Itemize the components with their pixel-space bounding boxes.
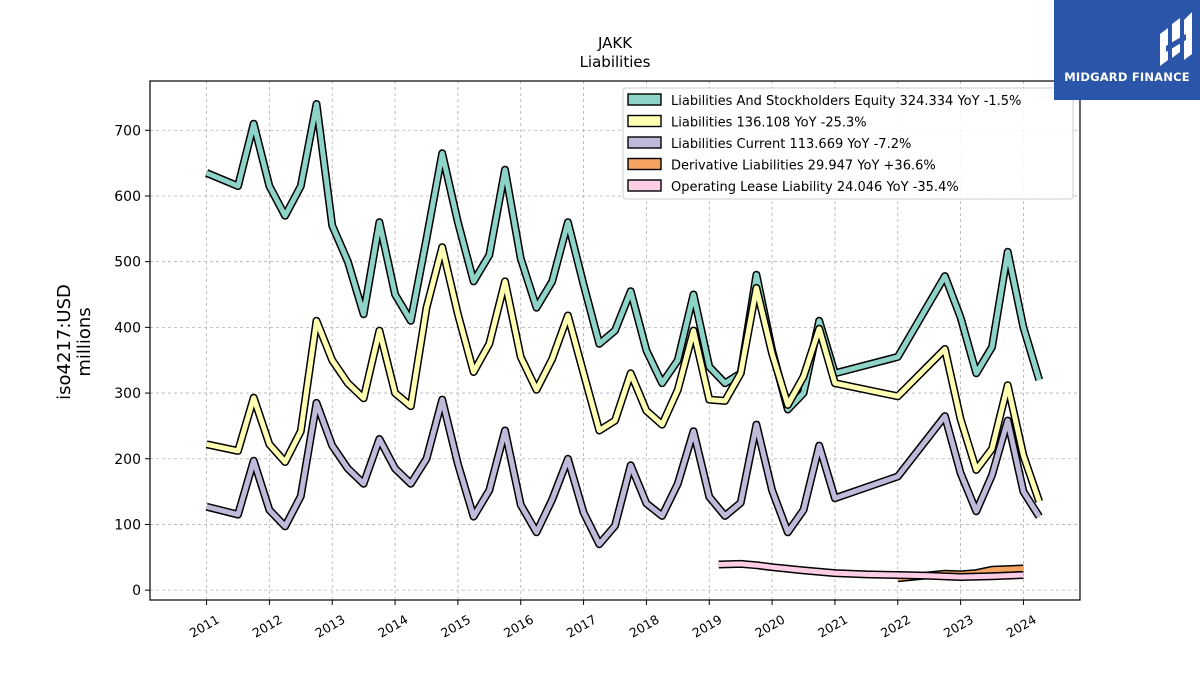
legend-box xyxy=(622,87,1074,200)
x-tick-label: 2021 xyxy=(815,612,850,641)
series-2 xyxy=(205,395,1043,549)
series-line-outline xyxy=(205,243,1043,503)
series-line xyxy=(205,101,1042,412)
legend-label: Liabilities And Stockholders Equity 324.… xyxy=(671,94,1021,109)
y-tick-label: 100 xyxy=(114,517,141,533)
series-line xyxy=(205,397,1042,547)
legend-label: Liabilities Current 113.669 YoY -7.2% xyxy=(671,137,911,152)
chart-title: JAKK xyxy=(597,34,633,52)
x-tick-label: 2024 xyxy=(1004,612,1039,641)
y-tick-label: 300 xyxy=(114,386,141,402)
legend-label: Operating Lease Liability 24.046 YoY -35… xyxy=(671,180,959,195)
x-tick-label: 2011 xyxy=(187,612,222,641)
x-tick-label: 2018 xyxy=(627,612,662,641)
x-tick-label: 2023 xyxy=(941,612,976,641)
y-axis-label-line2: millions xyxy=(74,307,95,376)
legend-swatch xyxy=(627,179,662,192)
legend-swatch xyxy=(627,93,662,106)
x-tick-label: 2015 xyxy=(438,612,473,641)
legend: Liabilities And Stockholders Equity 324.… xyxy=(622,87,1074,200)
series-lines xyxy=(205,100,1044,583)
series-0 xyxy=(205,100,1044,414)
y-axis-label-line1: iso4217:USD xyxy=(54,284,75,400)
axes: 0 100 200 300 400 500 600 700 2011 2012 2013 2014 20… xyxy=(114,123,1038,640)
y-tick-label: 0 xyxy=(132,583,141,599)
y-axis-label: iso4217:USD millions xyxy=(54,284,95,400)
x-tick-label: 2019 xyxy=(689,612,724,641)
x-tick-label: 2012 xyxy=(250,612,285,641)
brand-mark-icon xyxy=(1160,12,1192,66)
x-tick-label: 2014 xyxy=(375,612,410,641)
y-tick-label: 400 xyxy=(114,320,141,336)
plot-frame xyxy=(149,80,1081,601)
x-tick-label: 2013 xyxy=(312,612,347,641)
series-line-outline xyxy=(205,395,1043,549)
legend-swatch xyxy=(627,114,662,128)
series-4 xyxy=(718,559,1024,581)
series-line xyxy=(206,244,1042,503)
brand-name: MIDGARD FINANCE xyxy=(1064,70,1190,84)
y-tick-label: 200 xyxy=(114,452,141,468)
y-tick-label: 700 xyxy=(114,123,141,139)
x-tick-label: 2022 xyxy=(878,612,913,641)
chart-subtitle: Liabilities xyxy=(580,53,651,71)
legend-label: Derivative Liabilities 29.947 YoY +36.6% xyxy=(671,159,936,174)
brand-logo: MIDGARD FINANCE xyxy=(1054,0,1200,100)
x-tick-label: 2020 xyxy=(752,612,787,641)
legend-swatch xyxy=(627,157,662,171)
legend-swatch xyxy=(627,136,662,149)
series-1 xyxy=(205,243,1043,503)
y-tick-label: 600 xyxy=(114,189,141,205)
series-line xyxy=(718,561,1024,580)
y-tick-label: 500 xyxy=(114,255,141,271)
legend-label: Liabilities 136.108 YoY -25.3% xyxy=(671,116,867,131)
x-tick-label: 2016 xyxy=(501,612,536,641)
x-tick-label: 2017 xyxy=(564,612,599,641)
